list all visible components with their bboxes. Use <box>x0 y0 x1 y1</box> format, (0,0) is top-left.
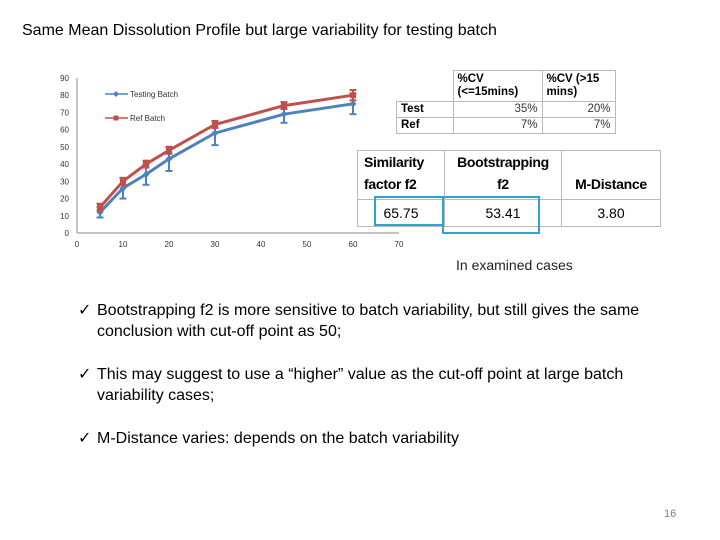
cv-cell: 7% <box>541 117 616 134</box>
data-point <box>211 129 219 137</box>
y-tick-label: 60 <box>60 126 69 135</box>
data-point <box>212 121 218 128</box>
series-line <box>98 93 354 209</box>
sim-value-bootstrap: 53.41 <box>444 199 562 227</box>
cv-table: %CV (<=15mins) %CV (>15 mins) Test 35% 2… <box>396 70 616 134</box>
page-number: 16 <box>664 508 677 520</box>
data-point <box>350 92 356 99</box>
y-tick-label: 20 <box>60 195 69 204</box>
slide-title: Same Mean Dissolution Profile but large … <box>22 22 497 39</box>
checkmark-icon: ✓ <box>78 430 92 447</box>
data-point <box>166 147 172 154</box>
x-tick-label: 50 <box>303 240 312 249</box>
legend-label: Ref Batch <box>130 114 165 123</box>
x-tick-label: 20 <box>165 240 174 249</box>
data-point <box>281 102 287 109</box>
cv-header-blank <box>396 70 454 102</box>
cv-cell: 7% <box>452 117 543 134</box>
legend-marker <box>113 91 119 97</box>
x-tick-label: 40 <box>257 240 266 249</box>
cv-row-label: Ref <box>396 117 454 134</box>
checkmark-icon: ✓ <box>78 302 92 319</box>
y-tick-label: 70 <box>60 108 69 117</box>
cv-row-label: Test <box>396 101 454 118</box>
data-point <box>119 184 127 192</box>
cv-header-early: %CV (<=15mins) <box>452 70 543 102</box>
data-point <box>143 161 149 168</box>
sim-header-bootstrap: Bootstrapping f2 <box>444 150 562 200</box>
highlight-box-f2 <box>374 196 444 226</box>
x-tick-label: 70 <box>395 240 404 249</box>
cv-cell: 20% <box>541 101 616 118</box>
cv-header-late: %CV (>15 mins) <box>541 70 616 102</box>
cv-cell: 35% <box>452 101 543 118</box>
data-point <box>349 100 357 108</box>
checkmark-icon: ✓ <box>78 366 92 383</box>
data-point <box>165 155 173 163</box>
y-tick-label: 50 <box>60 143 69 152</box>
y-tick-label: 90 <box>60 74 69 83</box>
x-tick-label: 30 <box>211 240 220 249</box>
similarity-table: Similarity factor f2 Bootstrapping f2 M-… <box>357 150 661 227</box>
x-tick-label: 60 <box>349 240 358 249</box>
y-tick-label: 0 <box>65 229 70 238</box>
y-tick-label: 10 <box>60 212 69 221</box>
data-point <box>142 170 150 178</box>
bullet-text: Bootstrapping f2 is more sensitive to ba… <box>97 302 640 340</box>
highlight-box-bootstrap <box>442 196 540 234</box>
sim-header-f2: Similarity factor f2 <box>357 150 445 200</box>
data-point <box>97 204 103 211</box>
sim-header-mdistance: M-Distance <box>561 150 661 200</box>
x-tick-label: 0 <box>75 240 80 249</box>
note-text: In examined cases <box>456 257 573 273</box>
sim-value-f2: 65.75 <box>357 199 445 227</box>
y-tick-label: 80 <box>60 91 69 100</box>
data-point <box>280 110 288 118</box>
y-tick-label: 40 <box>60 160 69 169</box>
sim-value-mdistance: 3.80 <box>561 199 661 227</box>
x-tick-label: 10 <box>119 240 128 249</box>
bullet-text: This may suggest to use a “higher” value… <box>97 366 624 404</box>
dissolution-chart: 0 10 20 30 40 50 60 70 80 90 0 10 20 30 40 50 60 70 Testin… <box>60 74 404 249</box>
data-point <box>120 178 126 185</box>
legend-label: Testing Batch <box>130 90 178 99</box>
y-tick-label: 30 <box>60 177 69 186</box>
bullet-text: M-Distance varies: depends on the batch … <box>97 430 459 447</box>
legend-marker <box>113 115 119 121</box>
